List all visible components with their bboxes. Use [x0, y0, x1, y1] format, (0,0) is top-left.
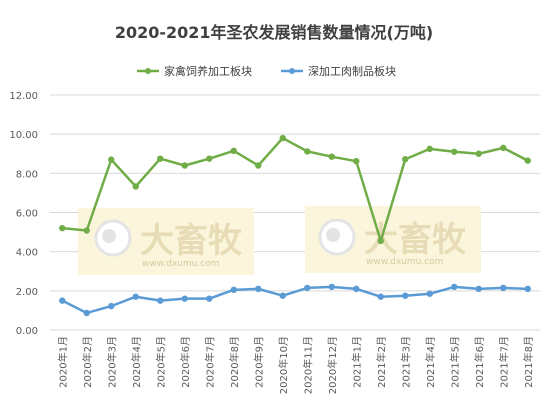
watermarks: 大畜牧 www.dxumu.com 大畜牧 www.dxumu.com	[78, 206, 481, 275]
x-tick-label: 2020年11月	[301, 336, 314, 394]
y-tick-label: 4.00	[16, 248, 38, 259]
data-point	[353, 157, 360, 165]
data-point	[500, 284, 507, 292]
x-tick-label: 2021年1月	[350, 336, 363, 388]
data-point	[230, 147, 237, 155]
x-tick-label: 2020年9月	[252, 336, 265, 388]
data-point	[451, 283, 458, 291]
x-tick-label: 2021年4月	[424, 336, 437, 388]
x-tick-label: 2020年12月	[326, 336, 339, 394]
y-tick-label: 12.00	[9, 91, 38, 102]
data-point	[304, 148, 311, 155]
data-point	[83, 227, 90, 234]
watermark-left: 大畜牧 www.dxumu.com	[78, 208, 254, 275]
data-point	[402, 156, 409, 163]
data-point	[426, 145, 433, 153]
legend-label-series-1: 家禽饲养加工板块	[164, 64, 252, 78]
data-point	[132, 293, 139, 300]
data-point	[524, 157, 531, 164]
chart-title: 2020-2021年圣农发展销售数量情况(万吨)	[115, 23, 433, 42]
y-tick-label: 10.00	[9, 130, 38, 141]
data-point	[255, 285, 262, 293]
data-point	[157, 155, 164, 162]
legend-label-series-2: 深加工肉制品板块	[308, 64, 396, 78]
y-tick-label: 2.00	[16, 287, 38, 298]
legend: 家禽饲养加工板块 深加工肉制品板块	[137, 64, 396, 78]
data-point	[377, 237, 384, 245]
data-point	[83, 309, 90, 317]
series-line-2	[61, 285, 528, 315]
x-axis-ticks: 2020年1月 2020年2月 2020年3月 2020年4月 2020年5月 2020年…	[56, 336, 535, 394]
data-point	[328, 153, 335, 160]
y-tick-label: 0.00	[16, 326, 38, 337]
data-point	[181, 295, 188, 302]
watermark-url: www.dxumu.com	[142, 259, 219, 269]
data-point	[426, 290, 433, 297]
y-axis-ticks: 0.00 2.00 4.00 6.00 8.00 10.00 12.00	[9, 91, 38, 337]
watermark-logo-inner-icon	[102, 229, 116, 243]
x-tick-label: 2020年8月	[228, 336, 241, 388]
x-tick-label: 2020年6月	[179, 336, 192, 388]
x-tick-label: 2021年5月	[448, 336, 461, 388]
watermark-text: 大畜牧	[140, 221, 243, 261]
data-point	[524, 285, 531, 293]
data-point	[500, 144, 507, 152]
x-tick-label: 2020年3月	[105, 336, 118, 388]
data-point	[475, 150, 482, 157]
data-point	[206, 295, 213, 302]
x-tick-label: 2020年2月	[81, 336, 94, 388]
data-point	[132, 183, 139, 190]
watermark-url: www.dxumu.com	[366, 257, 443, 267]
data-point	[255, 162, 262, 169]
x-tick-label: 2021年2月	[375, 336, 388, 388]
data-point	[328, 283, 335, 291]
data-point	[475, 285, 482, 293]
data-point	[353, 285, 360, 293]
data-point	[230, 286, 237, 294]
series-lines	[59, 134, 531, 317]
data-point	[279, 292, 286, 299]
data-point	[206, 155, 213, 162]
data-point	[157, 297, 164, 304]
data-point	[279, 134, 286, 142]
x-tick-label: 2020年7月	[203, 336, 216, 388]
legend-marker-series-1	[145, 68, 151, 74]
series-line-1	[62, 136, 529, 243]
watermark-right: 大畜牧 www.dxumu.com	[305, 206, 481, 273]
x-tick-label: 2021年6月	[473, 336, 486, 388]
data-point	[377, 293, 384, 300]
data-point	[59, 224, 66, 232]
data-point	[181, 162, 188, 169]
data-point	[108, 156, 115, 163]
data-point	[304, 284, 311, 292]
y-tick-label: 8.00	[16, 169, 38, 180]
data-point	[402, 292, 409, 299]
x-tick-label: 2020年4月	[130, 336, 143, 388]
x-tick-label: 2020年1月	[56, 336, 69, 388]
data-point	[108, 302, 115, 310]
x-tick-label: 2020年10月	[277, 336, 290, 394]
data-point	[59, 297, 66, 304]
x-tick-label: 2021年8月	[522, 336, 535, 388]
legend-marker-series-2	[289, 68, 295, 74]
watermark-logo-inner-icon	[326, 228, 340, 242]
x-tick-label: 2020年5月	[154, 336, 167, 388]
data-point	[451, 148, 458, 155]
y-tick-label: 6.00	[16, 209, 38, 220]
x-tick-label: 2021年3月	[399, 336, 412, 388]
x-tick-label: 2021年7月	[497, 336, 510, 388]
